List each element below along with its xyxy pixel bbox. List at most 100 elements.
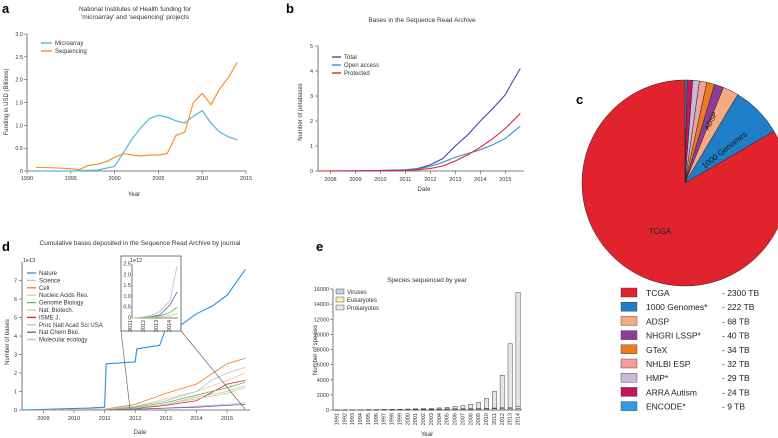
inset-ytick-label: 0.5 <box>123 305 131 311</box>
chart-d-ytick-label: 5 <box>14 316 17 322</box>
panel-label-d: d <box>2 239 10 254</box>
legend-swatch-adsp <box>620 316 638 326</box>
chart-e-ytick-label: 4000 <box>317 378 329 384</box>
legend-label-microarray: Microarray <box>55 41 83 47</box>
legend-label-encode: ENCODE* <box>646 402 686 412</box>
chart-e-xtick-label: 2006 <box>453 413 459 425</box>
inset-ytick-label: 0 <box>128 316 131 322</box>
bar-prokaryotes-2007 <box>460 405 466 409</box>
legend-value-tcga: - 2300 TB <box>722 288 760 298</box>
chart-d-xtick-label: 2010 <box>68 416 80 422</box>
chart-e-ytick-label: 10000 <box>314 332 329 338</box>
legend-label-sequencing: Sequencing <box>55 49 87 55</box>
legend-label-nucleic-acids-res: Nucleic Acids Res. <box>39 293 89 299</box>
legend-swatch-gtex <box>620 344 638 354</box>
panel-label-e: e <box>316 239 323 254</box>
chart-e-ytick-label: 8000 <box>317 348 329 354</box>
legend-swatch-tcga <box>620 287 638 298</box>
chart-e-xtick-label: 1998 <box>390 413 396 425</box>
chart-e-xtick-label: 2003 <box>429 413 435 425</box>
legend-value-nhlbi-esp: - 32 TB <box>722 359 750 369</box>
chart-e-xtick-label: 2011 <box>492 413 498 425</box>
chart-e-xtick-label: 1996 <box>374 413 380 425</box>
chart-e-ytick-label: 0 <box>326 408 329 414</box>
legend-swatch-eukaryotes <box>335 296 345 303</box>
panel-label-c: c <box>576 92 583 107</box>
bar-prokaryotes-1996 <box>373 409 379 411</box>
series-line-science <box>21 367 246 411</box>
chart-a-xtick-label: 2000 <box>108 176 120 182</box>
legend-value-adsp: - 68 TB <box>722 316 750 326</box>
chart-d-xtick-label: 2015 <box>221 416 233 422</box>
chart-c: TCGA 1000 Genomes ADSP TCGA - 2300 TB1000… <box>581 79 778 412</box>
chart-e-ytick-label: 2000 <box>317 393 329 399</box>
bar-prokaryotes-2009 <box>476 402 482 409</box>
inset-scale: 1e12 <box>130 258 142 264</box>
bar-prokaryotes-2011 <box>492 391 497 409</box>
chart-e-xtick-label: 2004 <box>437 413 443 425</box>
chart-e-ylabel: Number of species <box>313 325 319 375</box>
legend-value-arra-autism: - 24 TB <box>722 387 750 397</box>
chart-b-ytick-label: 0 <box>310 169 313 175</box>
chart-d-xtick-label: 2009 <box>37 416 49 422</box>
chart-a-xtick-label: 1995 <box>65 176 77 182</box>
chart-d-ytick-label: 0 <box>14 408 17 414</box>
legend-label-isme-j: ISME J. <box>39 315 60 321</box>
chart-a-title-2: 'microarray' and 'sequencing' projects <box>81 14 190 21</box>
series-line-sequencing <box>35 62 238 171</box>
chart-d-ytick-label: 2 <box>14 371 17 377</box>
chart-e-ytick-label: 14000 <box>314 302 329 308</box>
chart-e-xtick-label: 2000 <box>405 413 411 425</box>
chart-e-xtick-label: 2014 <box>516 413 522 425</box>
inset-frame <box>120 255 182 332</box>
chart-a-xtick-label: 2010 <box>196 176 208 182</box>
chart-e-xtick-label: 2002 <box>421 413 427 425</box>
legend-label-genome-biology: Genome Biology <box>39 301 83 307</box>
chart-b-ytick-label: 3 <box>310 94 313 100</box>
bar-viruses-1992 <box>342 409 348 411</box>
chart-a-ytick-label: 3.0 <box>15 32 23 38</box>
legend-label-adsp: ADSP <box>646 316 669 326</box>
chart-a-legend: Microarray Sequencing <box>41 41 87 55</box>
legend-label-prokaryotes: Prokaryotes <box>347 306 379 312</box>
inset-ytick-label: 1.5 <box>123 283 131 289</box>
bar-viruses-1993 <box>350 409 356 411</box>
legend-swatch-1000-genomes <box>620 302 638 312</box>
legend-label-molecular-ecology: Molecular ecology <box>39 338 87 344</box>
chart-d-ytick-label: 3 <box>14 353 17 359</box>
chart-e-xtick-label: 1999 <box>397 413 403 425</box>
inset-ytick-label: 1.0 <box>123 294 131 300</box>
series-line-nature <box>21 269 246 411</box>
legend-value-gtex: - 34 TB <box>722 345 750 355</box>
chart-a-xtick-label: 2005 <box>152 176 164 182</box>
chart-b-ytick-label: 2 <box>310 119 313 125</box>
bar-prokaryotes-2012 <box>499 374 505 408</box>
inset-connector-right <box>180 330 246 410</box>
series-line-microarray <box>35 109 238 172</box>
legend-label-tcga: TCGA <box>646 288 670 298</box>
chart-d-ytick-label: 7 <box>14 279 17 285</box>
chart-a-ytick-label: 2.5 <box>15 55 23 61</box>
inset-xtick-label: 2011 <box>128 320 134 332</box>
chart-e-xtick-label: 2001 <box>413 413 419 425</box>
chart-b-title: Bases in the Sequence Read Archive <box>368 17 476 24</box>
bar-viruses-1994 <box>358 409 363 411</box>
bar-prokaryotes-2003 <box>429 408 434 410</box>
inset-xtick-label: 2013 <box>154 320 160 332</box>
bar-viruses-1991 <box>334 409 340 411</box>
series-line-open-access <box>317 125 521 172</box>
chart-e-xtick-label: 1994 <box>358 413 364 425</box>
chart-d-xlabel: Date <box>134 430 147 436</box>
chart-b-xtick-label: 2011 <box>399 177 411 183</box>
chart-a-xtick-label: 2015 <box>240 176 252 182</box>
chart-b-xtick-label: 2013 <box>449 177 461 183</box>
legend-swatch-nhgri-lssp <box>620 330 638 340</box>
chart-a-ytick-label: 1.5 <box>15 101 23 107</box>
legend-label-viruses: Viruses <box>347 290 367 296</box>
chart-e-xtick-label: 2009 <box>476 413 482 425</box>
bar-prokaryotes-1998 <box>389 409 395 411</box>
chart-a-ytick-label: 0.5 <box>15 146 23 152</box>
legend-swatch-arra-autism <box>620 387 638 397</box>
legend-label-nat-chem-biol: Nat Chem Biol. <box>39 330 80 336</box>
